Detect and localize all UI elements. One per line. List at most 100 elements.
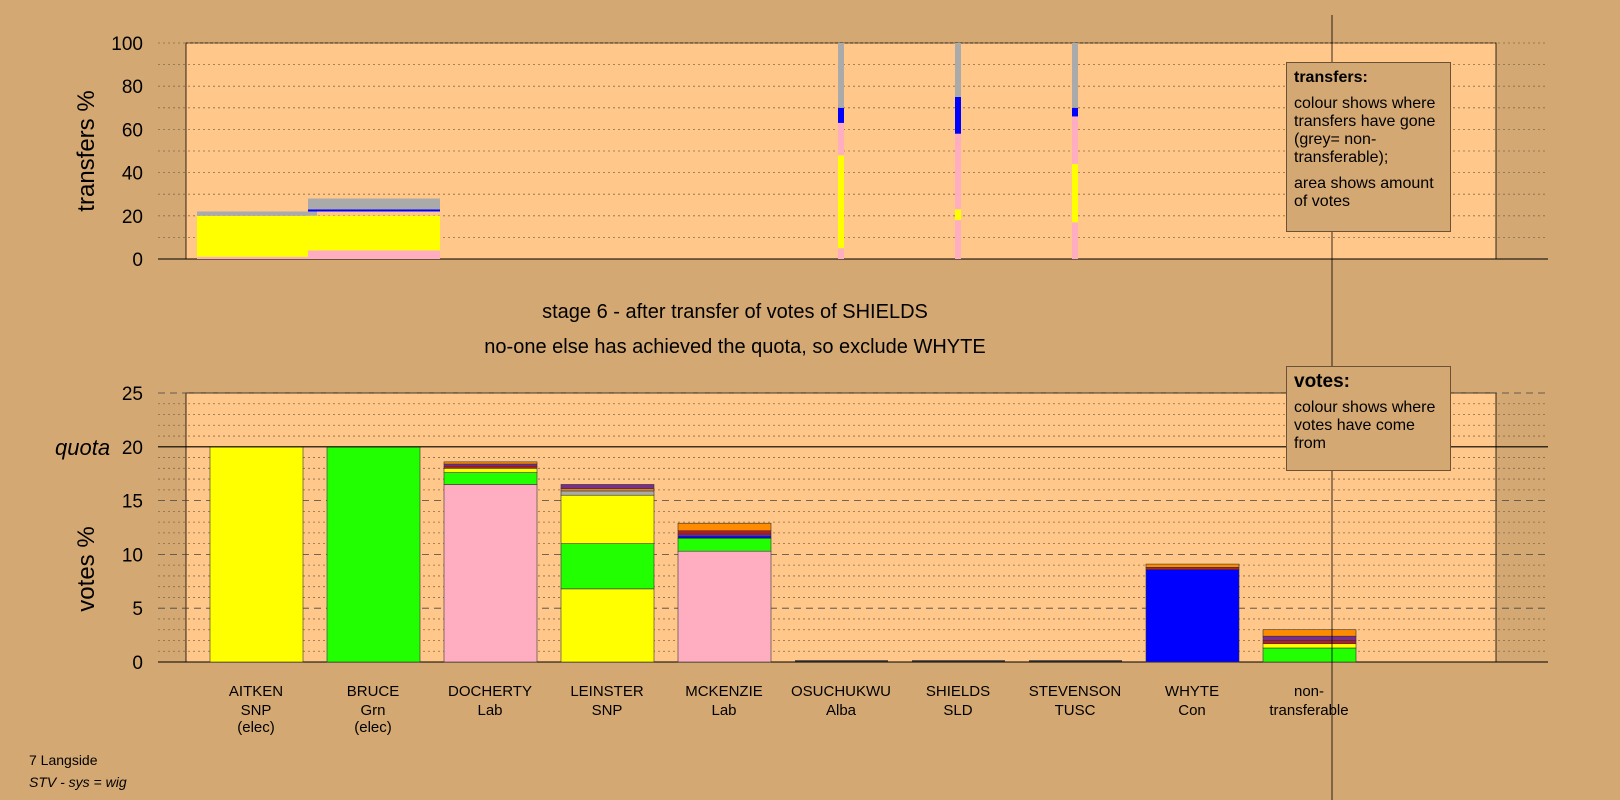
vote-bar-segment xyxy=(677,537,772,552)
transfer-segment xyxy=(955,220,961,259)
candidate-name-label: SHIELDS xyxy=(926,683,990,700)
vote-bar-segment xyxy=(560,488,655,492)
transfer-segment xyxy=(1072,43,1078,108)
vote-bar-segment xyxy=(443,461,538,465)
vote-bar-segment xyxy=(443,484,538,663)
vote-bar-segment xyxy=(1262,629,1357,637)
vote-bar-segment xyxy=(1262,635,1357,641)
votes-y-tick-label: 10 xyxy=(122,545,143,566)
transfers-y-tick-label: 80 xyxy=(122,77,143,98)
vote-bar-segment xyxy=(209,446,304,663)
vote-bar-segment xyxy=(443,468,538,473)
transfer-segment xyxy=(197,215,317,259)
transfer-segment xyxy=(308,198,440,210)
transfers-legend-line1: colour shows where transfers have gone (… xyxy=(1294,95,1436,166)
vote-bar-segment xyxy=(677,533,772,537)
candidate-party-label: SNP xyxy=(592,702,623,719)
transfer-segment xyxy=(955,133,961,210)
candidate-name-label: non- xyxy=(1294,683,1324,700)
votes-y-tick-label: 15 xyxy=(122,492,143,513)
candidate-party-label: Alba xyxy=(826,702,857,719)
transfer-segment xyxy=(1072,107,1078,117)
votes-y-axis-label: votes % xyxy=(73,526,100,611)
transfer-segment xyxy=(838,155,844,249)
candidate-name-label: MCKENZIE xyxy=(685,683,763,700)
votes-legend: votes: colour shows where votes have com… xyxy=(1286,366,1451,471)
vote-bar-segment xyxy=(677,530,772,535)
vote-bar-segment xyxy=(560,543,655,590)
vote-bar-segment xyxy=(1145,569,1240,663)
vote-bar-segment xyxy=(1262,647,1357,663)
transfer-segment xyxy=(838,248,844,259)
votes-legend-line1: colour shows where votes have come from xyxy=(1294,399,1436,452)
transfer-segment xyxy=(308,215,440,251)
transfers-y-tick-label: 60 xyxy=(122,120,143,141)
transfers-y-axis-label: transfers % xyxy=(73,90,100,211)
vote-bar-segment xyxy=(1145,563,1240,568)
votes-y-tick-label: 25 xyxy=(122,384,143,405)
vote-bar-segment xyxy=(677,550,772,663)
vote-bar-segment xyxy=(1262,640,1357,645)
candidate-name-label: STEVENSON xyxy=(1029,683,1122,700)
candidate-party-label: SNP xyxy=(241,702,272,719)
transfer-segment xyxy=(955,209,961,221)
votes-y-tick-label: 20 xyxy=(122,438,143,459)
votes-y-tick-label: 0 xyxy=(132,653,143,674)
transfers-legend-line2: area shows amount of votes xyxy=(1294,175,1434,210)
vote-bar-segment xyxy=(1262,643,1357,649)
candidate-party-label: transferable xyxy=(1269,702,1348,719)
stage-subtitle: no-one else has achieved the quota, so e… xyxy=(484,336,985,358)
transfers-y-tick-label: 40 xyxy=(122,164,143,185)
transfers-legend-heading: transfers: xyxy=(1294,69,1368,86)
candidate-elected-label: (elec) xyxy=(354,719,392,736)
candidate-name-label: AITKEN xyxy=(229,683,283,700)
transfer-segment xyxy=(838,122,844,156)
transfer-segment xyxy=(1072,222,1078,259)
candidate-party-label: Lab xyxy=(711,702,736,719)
transfers-y-tick-label: 0 xyxy=(132,250,143,271)
transfers-y-tick-label: 100 xyxy=(111,34,143,55)
vote-bar-segment xyxy=(560,494,655,544)
candidate-party-label: TUSC xyxy=(1055,702,1096,719)
vote-bar-segment xyxy=(560,588,655,663)
vote-bar-segment xyxy=(677,522,772,532)
candidate-name-label: WHYTE xyxy=(1165,683,1219,700)
footer-ward: 7 Langside xyxy=(29,752,98,768)
footer-system: STV - sys = wig xyxy=(29,774,127,790)
transfer-segment xyxy=(838,107,844,123)
transfer-segment xyxy=(955,97,961,134)
candidate-party-label: Con xyxy=(1178,702,1206,719)
transfer-segment xyxy=(197,256,317,259)
vote-bar-segment xyxy=(560,484,655,490)
votes-legend-heading: votes: xyxy=(1294,371,1350,392)
transfers-legend: transfers: colour shows where transfers … xyxy=(1286,62,1451,232)
vote-bar-segment xyxy=(443,465,538,469)
transfers-y-tick-label: 20 xyxy=(122,207,143,228)
transfer-segment xyxy=(197,211,317,216)
transfer-segment xyxy=(955,43,961,97)
transfer-segment xyxy=(1072,163,1078,223)
candidate-name-label: LEINSTER xyxy=(570,683,644,700)
candidate-elected-label: (elec) xyxy=(237,719,275,736)
quota-label: quota xyxy=(55,435,110,460)
candidate-party-label: Lab xyxy=(477,702,502,719)
stage-title: stage 6 - after transfer of votes of SHI… xyxy=(542,301,928,323)
transfer-segment xyxy=(308,209,440,212)
vote-bar-segment xyxy=(560,490,655,496)
candidate-name-label: DOCHERTY xyxy=(448,683,532,700)
candidate-party-label: Grn xyxy=(360,702,385,719)
vote-bar-segment xyxy=(443,472,538,485)
votes-y-tick-label: 5 xyxy=(132,599,143,620)
vote-bar-segment xyxy=(677,535,772,539)
vote-bar-segment xyxy=(326,446,421,663)
candidate-name-label: OSUCHUKWU xyxy=(791,683,891,700)
transfer-segment xyxy=(1072,116,1078,164)
vote-bar-segment xyxy=(443,463,538,467)
candidate-party-label: SLD xyxy=(943,702,972,719)
vote-bar-segment xyxy=(1145,567,1240,570)
transfer-segment xyxy=(838,43,844,108)
candidate-name-label: BRUCE xyxy=(347,683,400,700)
transfer-segment xyxy=(308,250,440,259)
